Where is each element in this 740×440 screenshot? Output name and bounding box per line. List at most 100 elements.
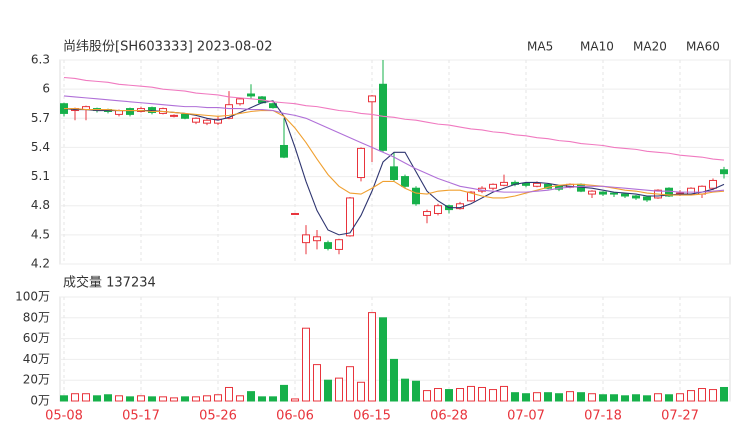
- candle-body: [709, 179, 717, 189]
- x-tick-label: 06-06: [276, 409, 314, 424]
- candle-body: [346, 197, 354, 237]
- volume-bar: [401, 378, 409, 402]
- legend-entry: MA60: [686, 40, 720, 54]
- volume-bar: [423, 390, 431, 402]
- volume-bar: [324, 379, 332, 402]
- x-tick-label: 07-27: [661, 409, 699, 424]
- volume-bar: [588, 393, 596, 402]
- y-tick-label: 40万: [23, 352, 50, 366]
- candle-body: [665, 187, 673, 197]
- candle-body: [357, 147, 365, 179]
- volume-bar: [357, 381, 365, 402]
- volume-bar: [632, 394, 640, 402]
- ma-line: [63, 95, 725, 193]
- candle-body: [280, 144, 288, 158]
- volume-bar: [643, 395, 651, 402]
- volume-bar: [148, 396, 156, 402]
- y-tick-label: 5.4: [31, 140, 50, 154]
- volume-bar: [500, 385, 508, 402]
- volume-bar: [390, 358, 398, 402]
- y-tick-label: 4.5: [31, 227, 50, 241]
- volume-bar: [544, 392, 552, 402]
- candle-body: [599, 191, 607, 195]
- candle-body: [522, 182, 530, 186]
- candle-body: [192, 117, 200, 123]
- volume-bar: [720, 386, 728, 402]
- y-tick-label: 6: [42, 82, 50, 96]
- candle-body: [621, 193, 629, 197]
- volume-bar: [225, 386, 233, 402]
- volume-bar: [258, 396, 266, 402]
- candle-body: [324, 242, 332, 249]
- volume-bar: [676, 393, 684, 402]
- volume-bar: [533, 392, 541, 402]
- y-tick-label: 5.7: [31, 111, 50, 125]
- y-tick-label: 4.2: [31, 257, 50, 271]
- volume-bar: [346, 366, 354, 402]
- volume-bar: [610, 394, 618, 402]
- volume-bar: [654, 393, 662, 402]
- volume-bar: [709, 389, 717, 402]
- y-tick-label: 5.1: [31, 169, 50, 183]
- candle-body: [126, 108, 134, 115]
- volume-title: 成交量 137234: [63, 275, 156, 291]
- candle-body: [214, 118, 222, 124]
- candle-body: [610, 192, 618, 195]
- volume-bar: [313, 364, 321, 402]
- candle-body: [533, 182, 541, 187]
- legend-entry: MA5: [527, 40, 553, 54]
- volume-bar: [445, 389, 453, 402]
- price-frame: [59, 59, 731, 265]
- x-tick-label: 05-17: [122, 409, 160, 424]
- candle-body: [390, 166, 398, 180]
- y-tick-label: 0万: [30, 394, 50, 408]
- y-tick-label: 60万: [23, 331, 50, 345]
- volume-bar: [335, 377, 343, 402]
- volume-bar: [467, 385, 475, 402]
- x-tick-label: 05-08: [45, 409, 83, 424]
- ma-line: [63, 76, 725, 161]
- volume-bar: [181, 396, 189, 402]
- candle-body: [335, 239, 343, 250]
- volume-bar: [368, 312, 376, 402]
- volume-bar: [126, 396, 134, 402]
- volume-bar: [434, 388, 442, 402]
- candle-body: [489, 183, 497, 189]
- volume-bar: [456, 388, 464, 402]
- volume-bar: [489, 389, 497, 402]
- candle-body: [632, 195, 640, 199]
- y-tick-label: 20万: [23, 373, 50, 387]
- volume-bar: [599, 394, 607, 402]
- candle-body: [467, 191, 475, 202]
- volume-bar: [192, 396, 200, 402]
- y-tick-label: 80万: [23, 310, 50, 324]
- volume-bar: [247, 391, 255, 402]
- chart-title: 尚纬股份[SH603333] 2023-08-02: [63, 40, 272, 55]
- legend-entry: MA20: [633, 40, 667, 54]
- volume-bar: [60, 395, 68, 402]
- candle-body: [588, 190, 596, 195]
- candle-body: [291, 212, 299, 215]
- volume-bar: [566, 391, 574, 402]
- volume-bar: [412, 380, 420, 402]
- volume-bar: [379, 317, 387, 402]
- x-tick-label: 07-07: [507, 409, 545, 424]
- volume-bar: [478, 386, 486, 402]
- candle-body: [643, 196, 651, 201]
- volume-bar: [71, 393, 79, 402]
- volume-bar: [104, 394, 112, 402]
- candle-body: [368, 95, 376, 103]
- volume-bar: [236, 395, 244, 402]
- volume-bar: [302, 327, 310, 402]
- x-tick-label: 06-28: [430, 409, 468, 424]
- candle-body: [379, 83, 387, 151]
- candle-body: [401, 176, 409, 187]
- x-tick-label: 07-18: [584, 409, 622, 424]
- volume-bar: [511, 392, 519, 402]
- volume-bar: [577, 392, 585, 402]
- volume-bar: [555, 393, 563, 402]
- volume-bar: [203, 395, 211, 402]
- candle-body: [236, 98, 244, 105]
- candle-body: [500, 181, 508, 186]
